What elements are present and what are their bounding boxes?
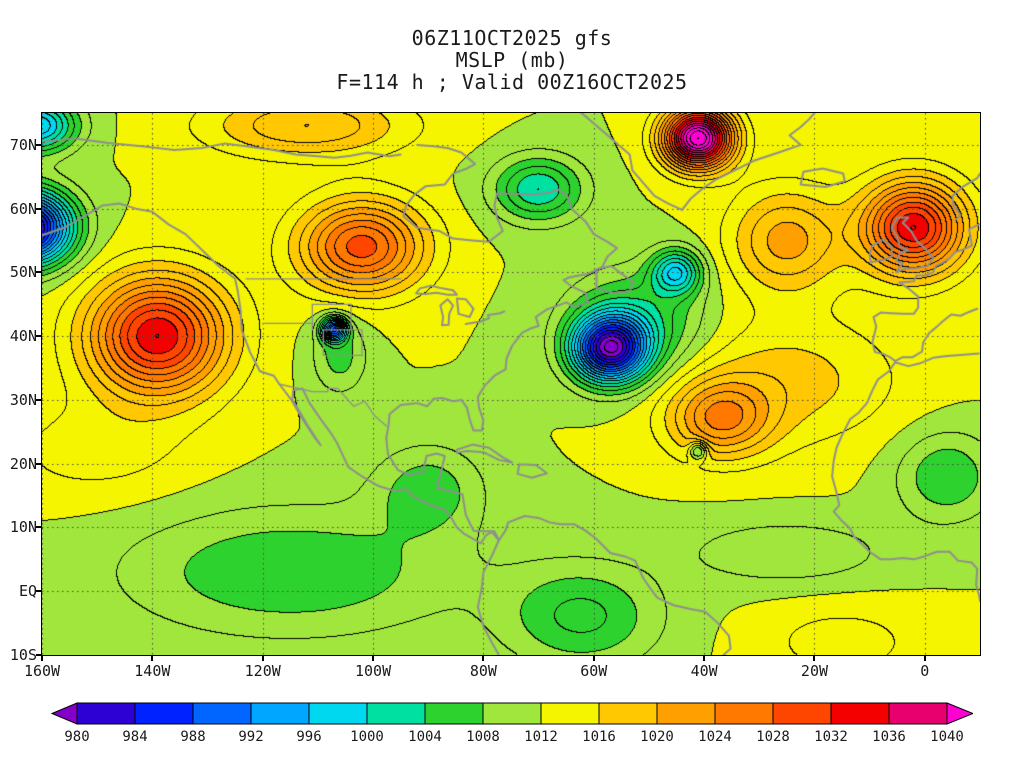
y-axis-label: 20N: [9, 454, 37, 473]
colorbar-above-arrow: [946, 702, 975, 725]
y-axis-tick: [36, 143, 42, 146]
y-axis-tick: [36, 590, 42, 593]
colorbar-level-label: 1028: [756, 729, 790, 745]
colorbar: [50, 702, 975, 725]
colorbar-level-label: 1012: [524, 729, 558, 745]
y-axis-tick: [36, 271, 42, 274]
x-axis-label: 160W: [23, 662, 61, 680]
colorbar-band: [76, 702, 136, 725]
x-axis-tick: [592, 655, 595, 661]
colorbar-band: [192, 702, 252, 725]
x-axis-tick: [151, 655, 154, 661]
y-axis-label: 60N: [9, 199, 37, 218]
colorbar-below-arrow: [50, 702, 78, 725]
colorbar-band: [366, 702, 426, 725]
colorbar-level-label: 1024: [698, 729, 732, 745]
colorbar-band: [598, 702, 658, 725]
x-axis-tick: [703, 655, 706, 661]
x-axis-label: 40W: [690, 662, 718, 680]
colorbar-band: [830, 702, 890, 725]
x-axis-tick: [923, 655, 926, 661]
x-axis-tick: [41, 655, 43, 661]
y-axis-label: EQ: [18, 582, 37, 601]
y-axis-tick: [36, 654, 42, 656]
x-axis-label: 100W: [354, 662, 392, 680]
colorbar-band: [540, 702, 600, 725]
colorbar-level-label: 1008: [466, 729, 500, 745]
x-axis-tick: [482, 655, 485, 661]
x-axis-label: 0: [920, 662, 930, 680]
field-title: MSLP (mb): [455, 48, 569, 72]
x-axis-label: 60W: [580, 662, 608, 680]
colorbar-level-label: 1004: [408, 729, 442, 745]
x-axis-tick: [372, 655, 375, 661]
y-axis-tick: [36, 462, 42, 465]
colorbar-level-label: 992: [238, 729, 264, 745]
x-axis-label: 140W: [134, 662, 171, 680]
colorbar-band: [772, 702, 832, 725]
colorbar-band: [424, 702, 484, 725]
x-axis-tick: [813, 655, 816, 661]
colorbar-level-label: 996: [296, 729, 322, 745]
x-axis-label: 80W: [469, 662, 497, 680]
y-axis-tick: [36, 335, 42, 338]
colorbar-level-label: 980: [64, 729, 90, 745]
colorbar-band: [250, 702, 310, 725]
valid-time-title: F=114 h ; Valid 00Z16OCT2025: [336, 70, 688, 94]
colorbar-level-label: 988: [180, 729, 206, 745]
colorbar-level-label: 1032: [814, 729, 848, 745]
y-axis-label: 70N: [9, 135, 37, 154]
colorbar-band: [308, 702, 368, 725]
colorbar-band: [482, 702, 542, 725]
colorbar-band: [714, 702, 774, 725]
y-axis-label: 40N: [9, 327, 37, 346]
colorbar-level-label: 1020: [640, 729, 674, 745]
y-axis-label: 10S: [9, 646, 37, 664]
y-axis-label: 50N: [9, 263, 37, 282]
colorbar-level-label: 1036: [872, 729, 906, 745]
x-axis-tick: [261, 655, 264, 661]
y-axis-tick: [36, 526, 42, 529]
y-axis-tick: [36, 207, 42, 210]
chart-title-block: 06Z11OCT2025 gfs MSLP (mb) F=114 h ; Val…: [0, 27, 1024, 93]
x-axis-label: 120W: [244, 662, 281, 680]
colorbar-band: [134, 702, 194, 725]
y-axis-tick: [36, 398, 42, 401]
colorbar-level-label: 984: [122, 729, 148, 745]
colorbar-graphic: [50, 702, 975, 725]
colorbar-band: [656, 702, 716, 725]
colorbar-level-label: 1000: [350, 729, 384, 745]
run-title: 06Z11OCT2025 gfs: [411, 26, 613, 50]
pressure-map-canvas: [41, 112, 981, 656]
x-axis-label: 20W: [800, 662, 829, 680]
colorbar-band: [888, 702, 948, 725]
colorbar-level-label: 1016: [582, 729, 616, 745]
colorbar-level-label: 1040: [930, 729, 964, 745]
y-axis-label: 30N: [9, 390, 37, 409]
y-axis-label: 10N: [9, 518, 37, 537]
